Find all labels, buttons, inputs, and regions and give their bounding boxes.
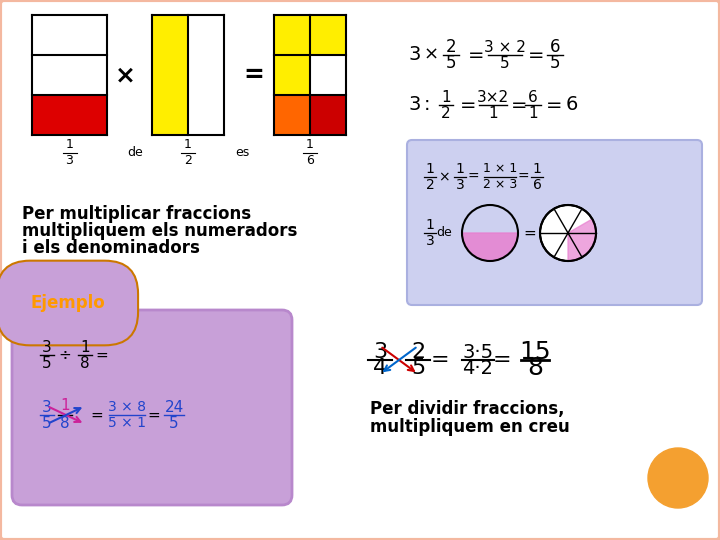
- Text: 24: 24: [164, 400, 184, 415]
- Text: =: =: [148, 408, 161, 422]
- Text: 2: 2: [411, 342, 425, 362]
- Text: 1: 1: [426, 218, 434, 232]
- Text: 3×2: 3×2: [477, 90, 509, 105]
- FancyBboxPatch shape: [407, 140, 702, 305]
- Text: 1: 1: [533, 162, 541, 176]
- Text: =: =: [243, 63, 264, 87]
- Bar: [188, 15, 224, 135]
- Text: 1: 1: [441, 90, 451, 105]
- Text: 3 × 8: 3 × 8: [108, 400, 146, 414]
- Text: 6: 6: [566, 96, 578, 114]
- Text: 1: 1: [60, 399, 70, 414]
- Bar: [274, 15, 310, 55]
- Text: =: =: [431, 350, 449, 370]
- Bar: [274, 55, 310, 95]
- Text: =: =: [523, 226, 536, 240]
- Text: =: =: [528, 45, 544, 64]
- Text: 6: 6: [550, 38, 560, 56]
- Text: de: de: [436, 226, 452, 240]
- Text: =: =: [511, 96, 528, 114]
- Text: 1: 1: [528, 105, 538, 120]
- Text: 1: 1: [184, 138, 192, 152]
- Text: i els denominadors: i els denominadors: [22, 239, 200, 257]
- Text: ×: ×: [424, 46, 439, 64]
- Text: 3: 3: [408, 96, 420, 114]
- Text: 3: 3: [408, 45, 420, 64]
- Bar: [310, 15, 346, 55]
- Text: 3: 3: [426, 234, 434, 248]
- Text: 8: 8: [80, 355, 90, 370]
- Text: 2: 2: [184, 154, 192, 167]
- Text: 1 × 1: 1 × 1: [483, 163, 517, 176]
- Text: 1: 1: [80, 340, 90, 354]
- FancyBboxPatch shape: [12, 310, 292, 505]
- Text: 3: 3: [373, 342, 387, 362]
- Text: 5: 5: [169, 415, 179, 430]
- Text: 1: 1: [306, 138, 314, 152]
- Text: :: :: [424, 96, 431, 114]
- Text: 3: 3: [456, 178, 464, 192]
- Text: ×: ×: [438, 170, 450, 184]
- Bar: [310, 55, 346, 95]
- Text: Per dividir fraccions,: Per dividir fraccions,: [370, 400, 564, 418]
- Bar: [32, 15, 107, 55]
- Circle shape: [648, 448, 708, 508]
- Bar: [310, 95, 346, 135]
- Text: 6: 6: [306, 154, 314, 167]
- Text: ÷: ÷: [58, 348, 71, 362]
- Text: 15: 15: [519, 340, 551, 364]
- Text: =: =: [468, 45, 485, 64]
- Text: 5: 5: [446, 54, 456, 72]
- Text: 6: 6: [533, 178, 541, 192]
- Text: 3: 3: [42, 400, 52, 415]
- Text: ×: ×: [114, 63, 135, 87]
- Text: multipliquem en creu: multipliquem en creu: [370, 418, 570, 436]
- Polygon shape: [568, 219, 596, 261]
- Text: 8: 8: [527, 356, 543, 380]
- Text: 6: 6: [528, 90, 538, 105]
- Text: =: =: [467, 170, 479, 184]
- Text: 3 × 2: 3 × 2: [484, 39, 526, 55]
- Circle shape: [540, 205, 596, 261]
- Text: 1: 1: [66, 138, 73, 152]
- Text: 3·5: 3·5: [462, 342, 494, 361]
- Text: 5: 5: [550, 54, 560, 72]
- Text: 5: 5: [411, 358, 425, 378]
- Text: 5: 5: [42, 415, 52, 430]
- Text: =: =: [546, 96, 562, 114]
- Text: 2 × 3: 2 × 3: [483, 179, 517, 192]
- Text: Per multiplicar fraccions: Per multiplicar fraccions: [22, 205, 251, 223]
- Bar: [274, 95, 310, 135]
- Text: =: =: [492, 350, 511, 370]
- Bar: [152, 15, 188, 135]
- Text: =: =: [517, 170, 528, 184]
- Text: es: es: [235, 146, 249, 159]
- Text: =: =: [91, 408, 104, 422]
- Text: 8: 8: [60, 416, 70, 431]
- Text: =: =: [96, 348, 109, 362]
- Text: 1: 1: [426, 162, 434, 176]
- Text: 2: 2: [446, 38, 456, 56]
- Text: 1: 1: [488, 105, 498, 120]
- Text: 5: 5: [42, 355, 52, 370]
- Text: 1: 1: [456, 162, 464, 176]
- Text: 5 × 1: 5 × 1: [108, 416, 146, 430]
- Bar: [32, 55, 107, 95]
- Text: 3: 3: [42, 340, 52, 354]
- Text: 5: 5: [500, 56, 510, 71]
- Text: Ejemplo: Ejemplo: [30, 294, 104, 312]
- Polygon shape: [462, 233, 518, 261]
- Text: 2: 2: [426, 178, 434, 192]
- Text: multipliquem els numeradors: multipliquem els numeradors: [22, 222, 297, 240]
- Text: 3: 3: [66, 154, 73, 167]
- Bar: [32, 95, 107, 135]
- Text: 2: 2: [441, 105, 451, 120]
- Text: =: =: [460, 96, 477, 114]
- Text: 4·2: 4·2: [462, 359, 493, 377]
- Text: 4: 4: [373, 358, 387, 378]
- Text: de: de: [127, 146, 143, 159]
